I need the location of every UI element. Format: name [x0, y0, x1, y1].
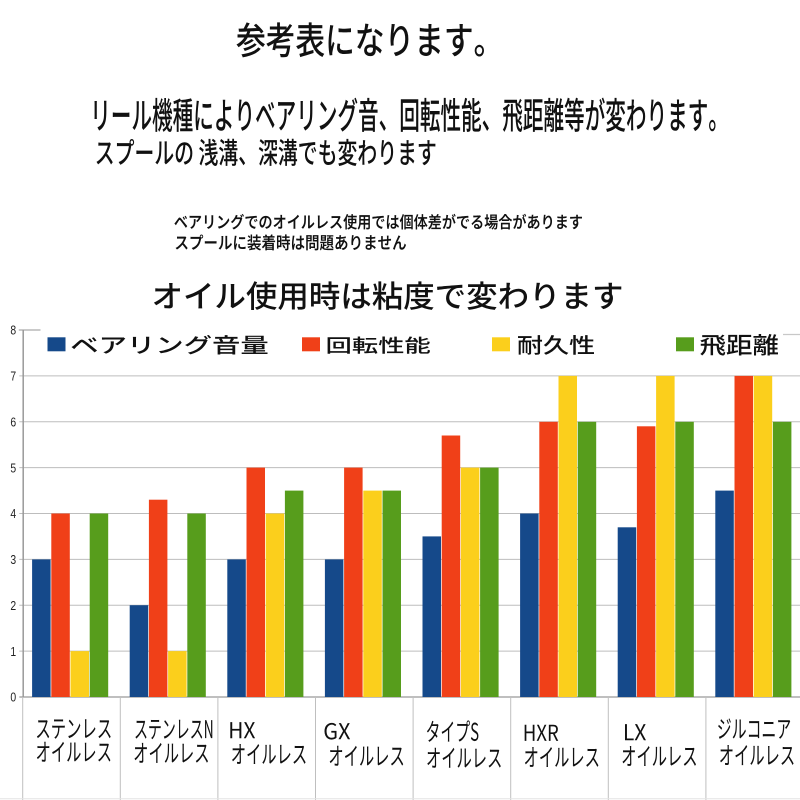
svg-text:4: 4 — [10, 507, 16, 521]
svg-text:1: 1 — [10, 645, 16, 659]
svg-text:2: 2 — [10, 599, 16, 613]
svg-text:3: 3 — [10, 553, 16, 567]
svg-text:0: 0 — [10, 691, 16, 705]
svg-text:8: 8 — [10, 324, 16, 338]
svg-text:6: 6 — [10, 415, 16, 429]
svg-text:7: 7 — [10, 370, 16, 384]
svg-text:5: 5 — [10, 461, 16, 475]
